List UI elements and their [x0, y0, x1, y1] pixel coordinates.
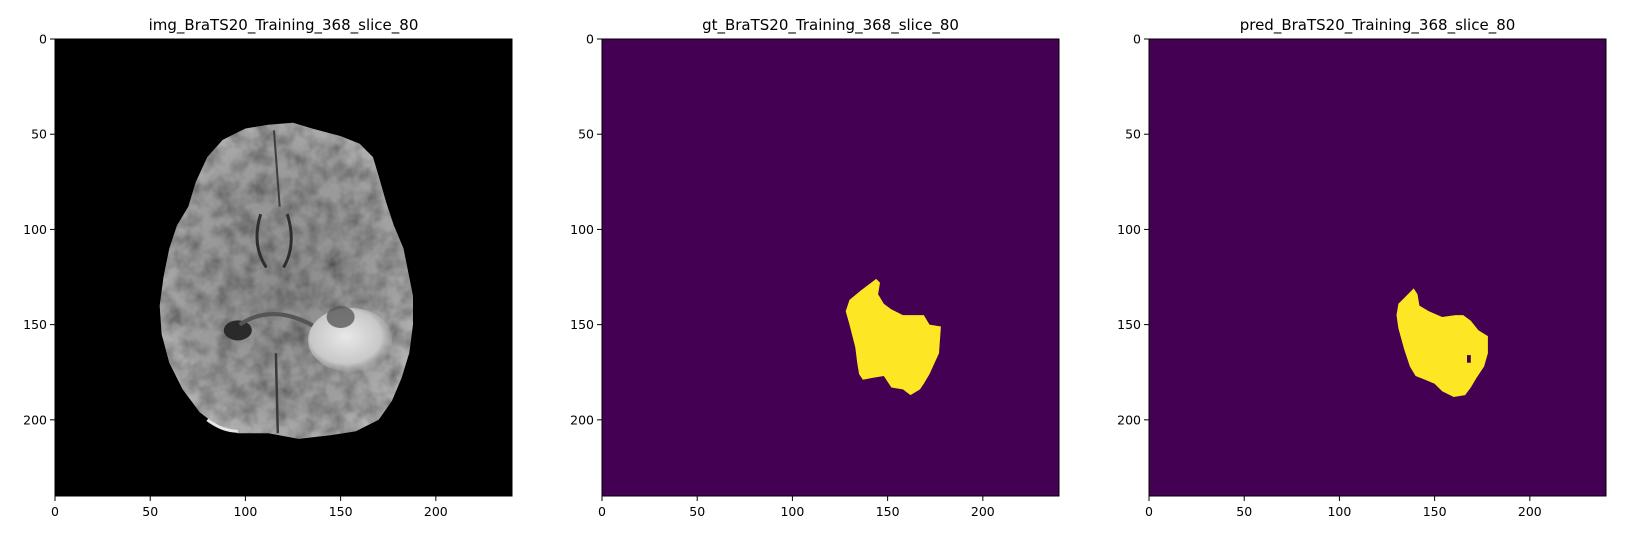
axes-frame [1148, 38, 1607, 497]
panel-image: img_BraTS20_Training_368_slice_80 0 50 100 1… [23, 16, 513, 519]
x-tick-label: 100 [1327, 504, 1351, 519]
mask-region [845, 278, 941, 396]
bright-rim [206, 418, 238, 433]
panel-title: img_BraTS20_Training_368_slice_80 [149, 16, 419, 35]
x-tick-label: 150 [329, 504, 353, 519]
y-tick-label: 0 [1133, 32, 1141, 47]
axes-frame [54, 38, 513, 497]
y-tick-label: 200 [1117, 412, 1141, 427]
ventricle-right [282, 213, 293, 269]
y-tick-label: 50 [578, 127, 594, 142]
x-tick-label: 150 [876, 504, 900, 519]
y-tick-label: 200 [23, 412, 47, 427]
y-tick-label: 150 [570, 317, 594, 332]
x-tick-label: 0 [1145, 504, 1153, 519]
x-tick-label: 150 [1423, 504, 1447, 519]
y-tick-label: 100 [570, 222, 594, 237]
mask-background [602, 39, 1059, 496]
x-tick-label: 0 [598, 504, 606, 519]
lesion-core [326, 306, 355, 329]
x-tick-label: 50 [1236, 504, 1252, 519]
x-tick-label: 50 [142, 504, 158, 519]
brain-slice [159, 122, 413, 439]
axes-frame [601, 38, 1060, 497]
midline-posterior [274, 353, 280, 434]
x-tick-label: 0 [51, 504, 59, 519]
y-tick-label: 150 [23, 317, 47, 332]
ventricle-posterior-left [223, 320, 252, 341]
y-tick-label: 200 [570, 412, 594, 427]
corpus-callosum [238, 312, 319, 331]
y-tick-label: 100 [23, 222, 47, 237]
x-tick-label: 100 [233, 504, 257, 519]
y-tick-label: 50 [31, 127, 47, 142]
mask-hole [1467, 355, 1471, 363]
y-tick-label: 0 [39, 32, 47, 47]
panel-title: pred_BraTS20_Training_368_slice_80 [1240, 16, 1516, 35]
mask-background [1149, 39, 1606, 496]
lesion-hyperintensity [308, 307, 393, 372]
mask-region [1396, 288, 1488, 397]
ventricle-left [255, 213, 268, 269]
panel-prediction: pred_BraTS20_Training_368_slice_80 0 50 100… [1117, 16, 1607, 519]
midline-anterior [272, 130, 281, 207]
panel-title: gt_BraTS20_Training_368_slice_80 [702, 16, 959, 35]
x-tick-label: 200 [424, 504, 448, 519]
x-tick-label: 50 [689, 504, 705, 519]
y-tick-label: 50 [1125, 127, 1141, 142]
y-tick-label: 150 [1117, 317, 1141, 332]
x-tick-label: 200 [1518, 504, 1542, 519]
panel-ground-truth: gt_BraTS20_Training_368_slice_80 0 50 100 15… [570, 16, 1060, 519]
y-tick-label: 100 [1117, 222, 1141, 237]
x-tick-label: 200 [971, 504, 995, 519]
y-tick-label: 0 [586, 32, 594, 47]
x-tick-label: 100 [780, 504, 804, 519]
